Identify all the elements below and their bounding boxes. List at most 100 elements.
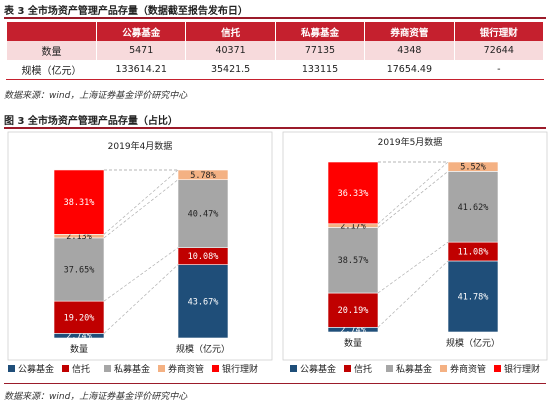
- asset-table: 公募基金 信托 私募基金 券商资管 银行理财 数量 5471 40371 771…: [6, 22, 545, 80]
- bar-segment: [447, 161, 499, 172]
- data-label: 5.52%: [460, 163, 486, 173]
- table-cell: 72644: [453, 41, 545, 60]
- table-cell: 133115: [274, 60, 366, 80]
- chart-legend: 公募基金 信托 私募基金 券商资管 银行理财 公募基金 信托 私募基金 券商资管 银行理财: [0, 362, 550, 378]
- data-label: 5.78%: [190, 171, 216, 181]
- figure-caption-rule: [4, 127, 546, 129]
- legend-label: 私募基金: [396, 365, 433, 375]
- legend-label: 公募基金: [18, 365, 55, 375]
- table-header-cell: 券商资管: [364, 22, 455, 41]
- data-label: 37.65%: [64, 266, 95, 276]
- legend-label: 私募基金: [114, 365, 151, 375]
- bar-segment: [53, 300, 105, 334]
- legend-label: 信托: [72, 365, 91, 375]
- chart-title: 2019年5月数据: [378, 136, 443, 148]
- data-label: 38.57%: [338, 256, 369, 266]
- table-header-row: 公募基金 信托 私募基金 券商资管 银行理财: [6, 22, 545, 41]
- chart-frame: [7, 131, 273, 361]
- figure-bottom-rule: [4, 383, 546, 384]
- table-row-label: 规模（亿元）: [6, 60, 97, 80]
- table-source-note: 数据来源：wind，上海证券基金评价研究中心: [4, 91, 188, 101]
- data-label: 19.20%: [64, 313, 95, 323]
- table-header-cell: 信托: [185, 22, 276, 41]
- legend-item: 银行理财: [212, 362, 258, 375]
- data-label: 11.08%: [458, 248, 489, 258]
- chart-title: 2019年4月数据: [108, 140, 173, 152]
- legend-swatch: [290, 365, 297, 372]
- table-cell: 17654.49: [364, 60, 455, 80]
- figure-caption: 图 3 全市场资产管理产品存量（占比）: [4, 116, 178, 127]
- table-cell: -: [453, 60, 545, 80]
- legend-item: 券商资管: [440, 362, 486, 375]
- legend-item: 券商资管: [158, 362, 204, 375]
- connector-line: [377, 241, 449, 294]
- table-cell: 4348: [364, 41, 455, 60]
- bar-segment: [327, 161, 379, 225]
- figure-source-note: 数据来源：wind，上海证券基金评价研究中心: [4, 392, 188, 402]
- bar-segment: [53, 169, 105, 235]
- bar-segment: [327, 292, 379, 328]
- table-cell: 40371: [185, 41, 276, 60]
- connector-line: [103, 247, 179, 302]
- data-label: 2.17%: [340, 222, 366, 232]
- table-header-cell: 银行理财: [453, 22, 545, 41]
- bar-segment: [177, 264, 229, 339]
- table-header-cell: 公募基金: [95, 22, 187, 41]
- table-header-cell: 私募基金: [274, 22, 366, 41]
- legend-swatch: [158, 365, 165, 372]
- connector-line: [103, 169, 179, 235]
- data-label: 38.31%: [64, 198, 95, 208]
- table-row: 规模（亿元） 133614.21 35421.5 133115 17654.49…: [6, 60, 545, 80]
- legend-swatch: [386, 365, 393, 372]
- legend-label: 公募基金: [300, 365, 337, 375]
- legend-swatch: [440, 365, 447, 372]
- data-label: 40.47%: [188, 210, 219, 220]
- legend-label: 银行理财: [504, 365, 541, 375]
- legend-swatch: [104, 365, 111, 372]
- table-cell: 35421.5: [185, 60, 276, 80]
- data-label: 2.74%: [66, 332, 92, 342]
- data-label: 2.74%: [340, 326, 366, 336]
- bar-segment: [447, 260, 499, 333]
- legend-label: 券商资管: [168, 365, 205, 375]
- connector-line: [103, 264, 179, 334]
- legend-item: 私募基金: [104, 362, 150, 375]
- connector-line: [377, 171, 449, 228]
- data-label: 41.78%: [458, 292, 489, 302]
- category-label: 数量: [344, 337, 362, 349]
- legend-item: 银行理财: [494, 362, 540, 375]
- table-header-cell: [6, 22, 97, 41]
- table-row: 数量 5471 40371 77135 4348 72644: [6, 41, 545, 60]
- bar-segment: [327, 227, 379, 294]
- legend-item: 信托: [62, 362, 90, 375]
- data-label: 10.08%: [188, 252, 219, 262]
- legend-swatch: [494, 365, 501, 372]
- bar-segment: [177, 169, 229, 181]
- table-caption: 表 3 全市场资产管理产品存量（数据截至报告发布日）: [4, 6, 248, 17]
- data-label: 36.33%: [338, 189, 369, 199]
- legend-item: 信托: [344, 362, 372, 375]
- legend-swatch: [212, 365, 219, 372]
- legend-swatch: [62, 365, 69, 372]
- legend-label: 券商资管: [450, 365, 487, 375]
- category-label: 规模（亿元）: [176, 343, 230, 355]
- data-label: 20.19%: [338, 306, 369, 316]
- category-label: 数量: [70, 343, 88, 355]
- data-label: 2.13%: [66, 232, 92, 242]
- bar-segment: [447, 171, 499, 243]
- legend-item: 公募基金: [8, 362, 54, 375]
- legend-label: 银行理财: [222, 365, 259, 375]
- legend-swatch: [344, 365, 351, 372]
- legend-item: 私募基金: [386, 362, 432, 375]
- chart-frame: [282, 131, 548, 361]
- legend-swatch: [8, 365, 15, 372]
- bar-segment: [177, 179, 229, 249]
- connector-line: [377, 260, 449, 328]
- legend-item: 公募基金: [290, 362, 336, 375]
- table-cell: 5471: [95, 41, 187, 60]
- category-label: 规模（亿元）: [446, 337, 500, 349]
- table-caption-rule: [4, 17, 546, 19]
- legend-label: 信托: [354, 365, 373, 375]
- data-label: 43.67%: [188, 297, 219, 307]
- table-cell: 133614.21: [95, 60, 187, 80]
